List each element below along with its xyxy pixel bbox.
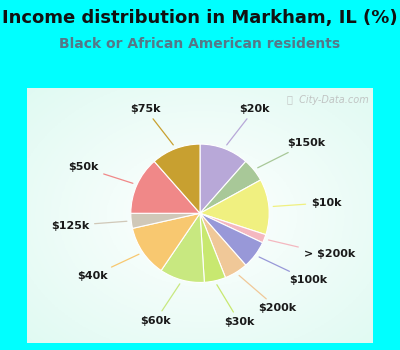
Wedge shape (200, 213, 246, 278)
Text: Black or African American residents: Black or African American residents (60, 37, 340, 51)
Text: $50k: $50k (68, 162, 133, 183)
Wedge shape (200, 213, 266, 243)
Text: $10k: $10k (273, 198, 342, 208)
Wedge shape (132, 213, 200, 271)
Text: $40k: $40k (77, 254, 139, 281)
Wedge shape (200, 161, 261, 213)
Wedge shape (131, 161, 200, 213)
Text: $125k: $125k (51, 220, 127, 231)
Text: $75k: $75k (130, 104, 173, 145)
Wedge shape (200, 144, 246, 213)
Wedge shape (131, 213, 200, 229)
Text: $30k: $30k (217, 285, 255, 327)
Wedge shape (154, 144, 200, 213)
Text: $20k: $20k (227, 104, 270, 145)
Wedge shape (200, 180, 269, 234)
Text: > $200k: > $200k (268, 240, 355, 259)
Text: $60k: $60k (140, 284, 180, 326)
Wedge shape (200, 213, 226, 282)
Text: $100k: $100k (259, 257, 327, 285)
Text: $150k: $150k (258, 139, 325, 168)
Wedge shape (161, 213, 204, 282)
Wedge shape (200, 213, 262, 265)
Text: $200k: $200k (239, 275, 296, 314)
Text: ⓘ  City-Data.com: ⓘ City-Data.com (287, 95, 369, 105)
Text: Income distribution in Markham, IL (%): Income distribution in Markham, IL (%) (2, 9, 398, 27)
